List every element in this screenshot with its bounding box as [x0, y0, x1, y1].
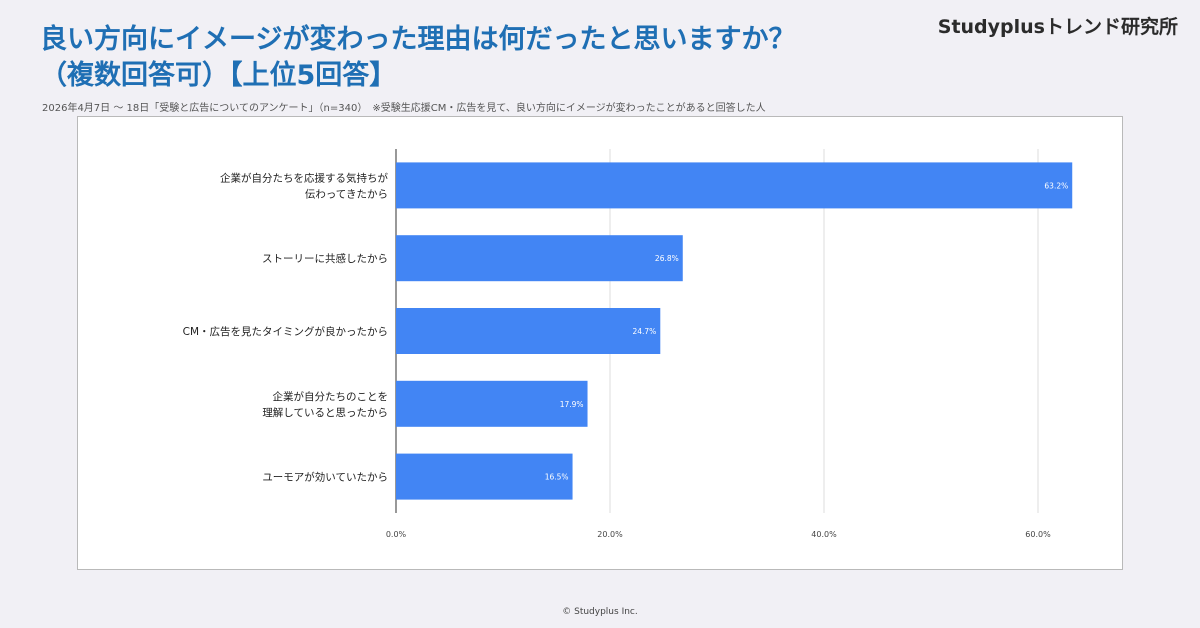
chart-title: 良い方向にイメージが変わった理由は何だったと思いますか？ （複数回答可）【上位5…: [40, 22, 795, 94]
survey-note: 2026年4月7日 〜 18日「受験と広告についてのアンケート」（n=340） …: [42, 103, 766, 114]
chart-title-line2: （複数回答可）【上位5回答】: [40, 60, 397, 91]
category-label: CM・広告を見たタイミングが良かったから: [183, 325, 388, 338]
x-tick-label: 60.0%: [1025, 530, 1051, 539]
x-tick-label: 20.0%: [597, 530, 623, 539]
bar: [396, 162, 1073, 209]
bar: [396, 308, 661, 354]
bar-value-label: 63.2%: [1044, 181, 1068, 190]
category-label: 企業が自分たちのことを: [273, 390, 389, 403]
bar: [396, 235, 683, 282]
bar-value-label: 17.9%: [560, 400, 584, 409]
category-label: 理解していると思ったから: [262, 406, 388, 419]
bar-value-label: 16.5%: [545, 473, 569, 482]
bar: [396, 380, 588, 427]
category-label: ストーリーに共感したから: [262, 252, 388, 265]
category-label: 企業が自分たちを応援する気持ちが: [220, 171, 388, 184]
bar-value-label: 24.7%: [632, 327, 656, 336]
brand-logo: Studyplusトレンド研究所: [937, 16, 1178, 38]
bar-value-label: 26.8%: [655, 254, 679, 263]
x-tick-label: 40.0%: [811, 530, 837, 539]
chart-title-line1: 良い方向にイメージが変わった理由は何だったと思いますか？: [40, 24, 796, 55]
category-label: 伝わってきたから: [305, 188, 388, 200]
bar-chart: 0.0% 20.0% 40.0% 60.0% 63.2% 企業が自分たちを応援する気持ちが…: [183, 149, 1073, 539]
chart-panel: 0.0% 20.0% 40.0% 60.0% 63.2% 企業が自分たちを応援する気持ちが…: [77, 116, 1123, 570]
category-label: ユーモアが効いていたから: [262, 471, 388, 484]
copyright: © Studyplus Inc.: [562, 607, 638, 617]
x-tick-label: 0.0%: [386, 530, 407, 539]
bar: [396, 453, 573, 500]
